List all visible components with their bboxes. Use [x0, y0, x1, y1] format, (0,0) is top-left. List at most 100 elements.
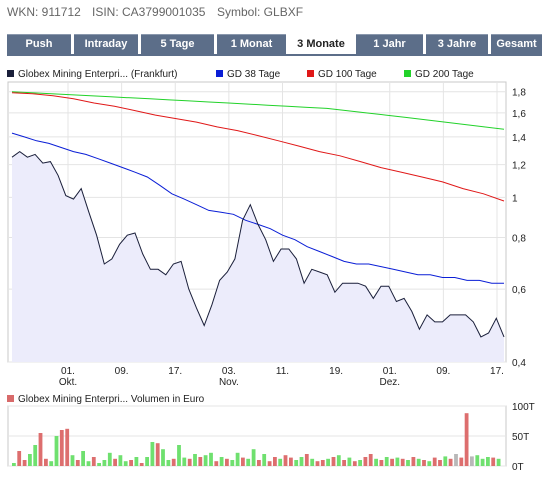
volume-bar [139, 463, 144, 466]
price-xtick-day: 19. [329, 366, 343, 377]
tab-push[interactable]: Push [7, 34, 71, 54]
price-xtick-day: 01. [61, 366, 75, 377]
volume-bar [17, 451, 22, 466]
volume-bar [267, 461, 272, 466]
symbol-label: Symbol: GLBXF [217, 5, 304, 19]
volume-bar [193, 454, 197, 466]
series-line-3 [11, 91, 505, 130]
volume-bar [230, 460, 235, 466]
time-range-tabs: Push Intraday 5 Tage 1 Monat 3 Monate 1 … [7, 34, 542, 54]
tab-3-jahre[interactable]: 3 Jahre [426, 34, 488, 54]
volume-bar [464, 413, 469, 466]
volume-bar [246, 458, 251, 466]
price-chart: 1,81,61,41,210,80,60,4 01.Okt.09. 17. 03.N… [7, 81, 526, 388]
price-xtick-day: 17. [168, 366, 182, 377]
price-xtick-month: Okt. [59, 377, 77, 388]
volume-bar [209, 452, 213, 466]
volume-bar [294, 460, 299, 466]
volume-bar [459, 457, 464, 466]
volume-ytick-label: 100T [512, 402, 535, 413]
price-ytick-label: 1,8 [512, 88, 526, 99]
tab-gesamt[interactable]: Gesamt [491, 34, 542, 54]
volume-chart: 100T 50T 0T [7, 402, 535, 473]
volume-bar [251, 449, 256, 466]
price-ytick-label: 1,6 [512, 109, 526, 120]
volume-bar [102, 460, 107, 466]
volume-bar [134, 457, 139, 466]
volume-bar [214, 461, 219, 466]
volume-bar [107, 452, 112, 466]
volume-bar [358, 460, 362, 466]
price-xtick-day: 17. [490, 366, 504, 377]
legend-label-gd100: GD 100 Tage [318, 69, 377, 80]
volume-bar [299, 457, 304, 466]
volume-bar [44, 458, 48, 466]
legend-swatch-gd100 [307, 70, 314, 77]
legend-item-volume: Globex Mining Enterpri... Volumen in Eur… [7, 394, 204, 405]
tab-underline [7, 54, 542, 56]
volume-bar [400, 458, 405, 466]
volume-bar [257, 460, 261, 466]
volume-bar [145, 457, 149, 466]
legend-item-gd200: GD 200 Tage [404, 69, 474, 80]
volume-bar [416, 458, 421, 466]
tab-5-tage[interactable]: 5 Tage [141, 34, 214, 54]
volume-bar [155, 443, 160, 466]
price-area-fill [12, 151, 504, 362]
volume-bar [491, 457, 496, 466]
volume-bar [219, 457, 224, 466]
legend-label-price: Globex Mining Enterpri... (Frankfurt) [18, 69, 178, 80]
volume-bar [91, 457, 96, 466]
volume-bar [315, 461, 320, 466]
volume-bar [86, 461, 91, 466]
volume-bar [235, 452, 240, 466]
volume-ytick-label: 50T [512, 432, 529, 443]
volume-bar [395, 457, 400, 466]
volume-bar [262, 454, 267, 466]
tab-1-jahr[interactable]: 1 Jahr [356, 34, 423, 54]
instrument-info-bar: WKN: 911712 ISIN: CA3799001035 Symbol: G… [0, 0, 542, 24]
volume-bar [448, 458, 453, 466]
volume-bar [129, 460, 133, 466]
volume-bar [411, 457, 416, 466]
volume-bar [225, 458, 229, 466]
volume-bar [384, 457, 389, 466]
volume-bar [97, 463, 101, 466]
tab-1-monat[interactable]: 1 Monat [217, 34, 286, 54]
price-ytick-label: 0,4 [512, 358, 526, 369]
price-xtick-day: 09. [436, 366, 450, 377]
volume-bar [342, 460, 346, 466]
tab-3-monate[interactable]: 3 Monate [289, 34, 353, 54]
legend-label-gd200: GD 200 Tage [415, 69, 474, 80]
volume-bar [49, 461, 54, 466]
volume-bar [171, 458, 176, 466]
volume-bar [331, 457, 336, 466]
isin-label: ISIN: CA3799001035 [92, 5, 206, 19]
volume-bar [390, 458, 394, 466]
volume-bar [70, 455, 75, 466]
volume-bar [454, 454, 458, 466]
volume-ytick-label: 0T [512, 462, 524, 473]
tab-intraday[interactable]: Intraday [74, 34, 138, 54]
volume-bar [475, 455, 480, 466]
volume-bar [427, 461, 432, 466]
volume-bar [406, 460, 410, 466]
price-ytick-label: 1 [512, 193, 518, 204]
volume-bar [347, 457, 352, 466]
volume-bar [182, 457, 187, 466]
price-xtick-day: 01. [383, 366, 397, 377]
price-ytick-label: 0,8 [512, 233, 526, 244]
volume-bar [486, 457, 490, 466]
volume-bar [374, 458, 378, 466]
volume-bar [470, 456, 474, 466]
volume-bar [59, 430, 64, 466]
legend-label-gd38: GD 38 Tage [227, 69, 281, 80]
legend-swatch-price [7, 70, 14, 77]
volume-bar [326, 458, 330, 466]
price-xtick-day: 03. [222, 366, 236, 377]
volume-bar [75, 460, 80, 466]
volume-bar [310, 458, 315, 466]
volume-bar [422, 460, 426, 466]
series-line-2 [11, 92, 505, 202]
legend-swatch-volume [7, 395, 14, 402]
